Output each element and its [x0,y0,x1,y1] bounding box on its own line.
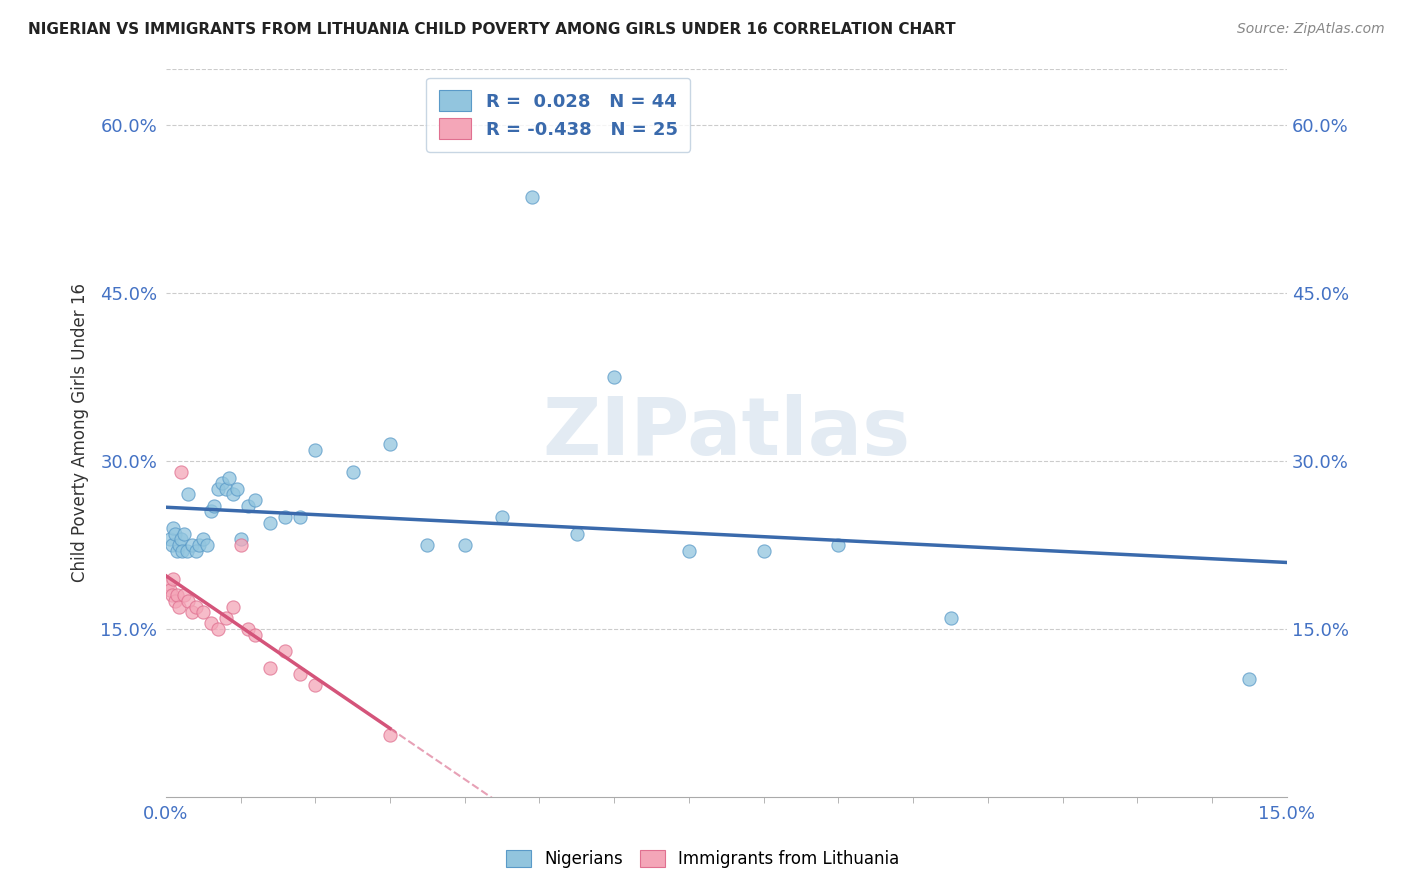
Point [236,622,259,636]
Point [170,465,193,479]
Point [167,538,190,552]
Point [172,543,194,558]
Point [166,543,188,558]
Point [214,482,236,496]
Point [342,465,364,479]
Point [218,471,240,485]
Point [163,594,186,608]
Point [274,509,297,524]
Point [162,572,184,586]
Point [200,504,222,518]
Point [565,526,588,541]
Point [939,611,962,625]
Point [259,661,281,675]
Point [229,538,252,552]
Point [520,190,543,204]
Point [184,599,207,614]
Legend: R =  0.028   N = 44, R = -0.438   N = 25: R = 0.028 N = 44, R = -0.438 N = 25 [426,78,690,152]
Point [176,543,198,558]
Point [193,533,215,547]
Y-axis label: Child Poverty Among Girls Under 16: Child Poverty Among Girls Under 16 [72,284,89,582]
Point [827,538,849,552]
Point [491,509,513,524]
Point [173,526,195,541]
Text: Source: ZipAtlas.com: Source: ZipAtlas.com [1237,22,1385,37]
Point [173,588,195,602]
Point [225,482,247,496]
Point [454,538,477,552]
Point [245,493,267,508]
Point [170,533,193,547]
Point [188,538,211,552]
Point [603,369,626,384]
Text: ZIPatlas: ZIPatlas [543,394,911,472]
Point [207,482,229,496]
Point [236,499,259,513]
Point [416,538,439,552]
Point [157,577,180,591]
Point [162,521,184,535]
Point [181,538,204,552]
Point [160,538,183,552]
Legend: Nigerians, Immigrants from Lithuania: Nigerians, Immigrants from Lithuania [499,843,907,875]
Point [167,599,190,614]
Point [200,616,222,631]
Point [222,487,245,501]
Point [752,543,775,558]
Point [678,543,700,558]
Point [193,605,215,619]
Point [378,437,401,451]
Point [378,729,401,743]
Point [229,533,252,547]
Point [290,509,312,524]
Point [245,627,267,641]
Point [259,516,281,530]
Point [290,666,312,681]
Point [159,582,181,597]
Point [160,588,183,602]
Point [1239,673,1261,687]
Point [166,588,188,602]
Point [211,476,233,491]
Point [207,622,229,636]
Point [177,594,200,608]
Point [304,442,326,457]
Point [184,543,207,558]
Point [214,611,236,625]
Point [181,605,204,619]
Point [177,487,200,501]
Text: NIGERIAN VS IMMIGRANTS FROM LITHUANIA CHILD POVERTY AMONG GIRLS UNDER 16 CORRELA: NIGERIAN VS IMMIGRANTS FROM LITHUANIA CH… [28,22,956,37]
Point [304,678,326,692]
Point [274,644,297,658]
Point [163,526,186,541]
Point [222,599,245,614]
Point [159,533,181,547]
Point [195,538,218,552]
Point [202,499,225,513]
